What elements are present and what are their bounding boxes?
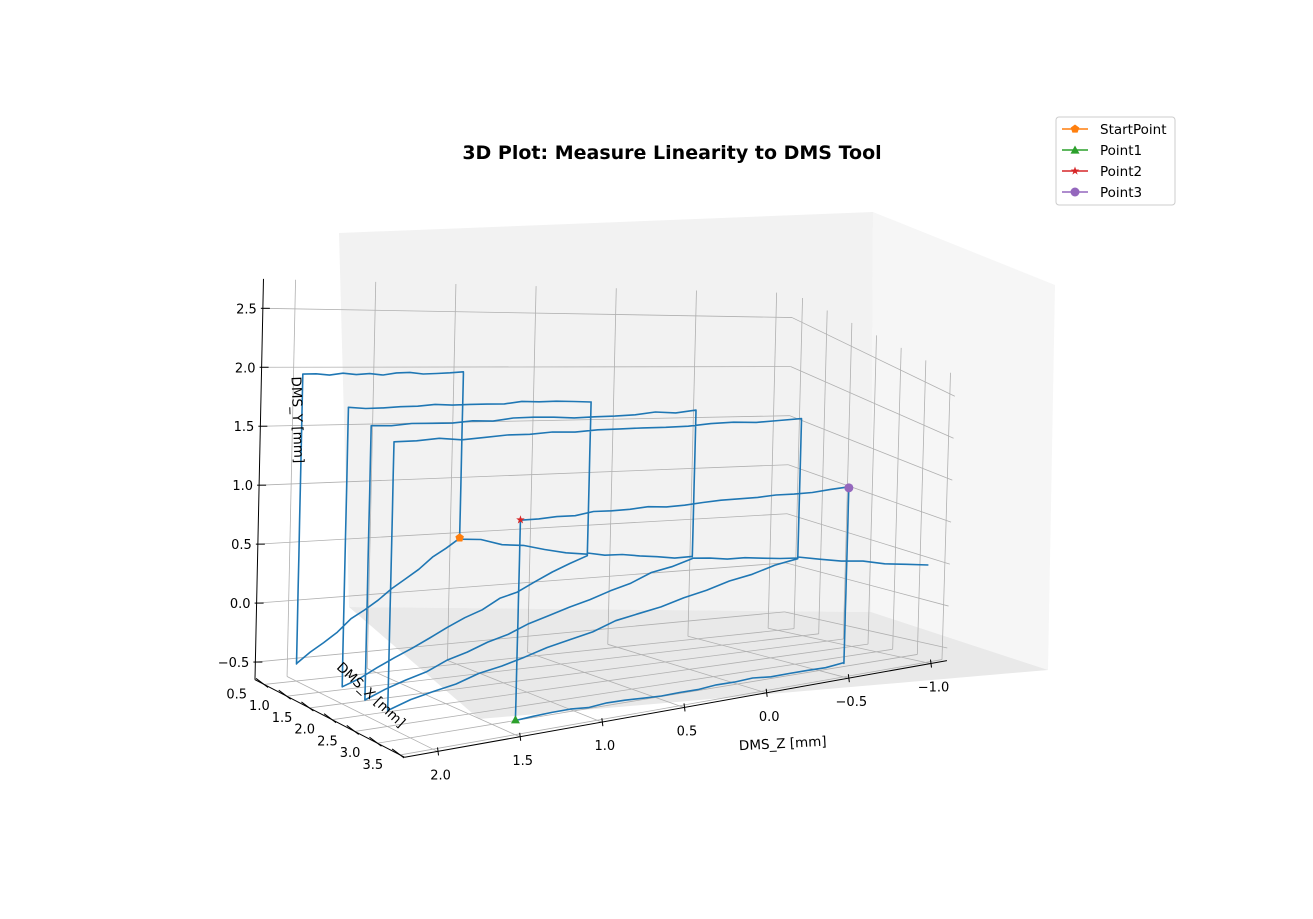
grid-line bbox=[818, 310, 828, 634]
grid-line bbox=[768, 627, 931, 664]
x-tick bbox=[323, 713, 337, 724]
grid-line bbox=[261, 366, 791, 368]
x-tick-label: 0.5 bbox=[226, 687, 247, 702]
legend-marker bbox=[1070, 166, 1080, 175]
y-tick-label: 1.5 bbox=[234, 420, 255, 435]
grid-line bbox=[309, 638, 844, 709]
grid-line bbox=[785, 562, 949, 607]
y-tick-label: −0.5 bbox=[218, 656, 250, 671]
grid-line bbox=[286, 633, 819, 697]
x-tick bbox=[301, 701, 314, 712]
x-tick bbox=[255, 678, 269, 688]
grid-line bbox=[789, 415, 953, 481]
side-pane bbox=[871, 212, 1055, 670]
x-tick-label: 2.5 bbox=[317, 734, 338, 749]
grid-line bbox=[447, 283, 457, 661]
legend-label: Point3 bbox=[1100, 185, 1142, 201]
marker-point2 bbox=[516, 515, 525, 524]
grid-line bbox=[527, 286, 537, 653]
z-tick bbox=[601, 718, 604, 727]
grid-line bbox=[767, 292, 778, 629]
z-axis-line bbox=[404, 660, 948, 758]
y-axis-line bbox=[254, 278, 264, 680]
grid-line bbox=[867, 335, 877, 645]
grid-line bbox=[687, 290, 697, 637]
grid-line bbox=[793, 298, 803, 629]
legend-label: StartPoint bbox=[1100, 122, 1167, 138]
grid-line bbox=[366, 281, 377, 669]
z-tick bbox=[437, 747, 440, 756]
z-tick bbox=[519, 732, 522, 741]
grid-line bbox=[262, 307, 793, 318]
grid-line bbox=[447, 660, 603, 723]
z-tick bbox=[765, 688, 768, 697]
legend-marker bbox=[1070, 124, 1080, 133]
z-tick-label: −0.5 bbox=[836, 695, 868, 710]
legend: StartPoint Point1 Point2 Point3 bbox=[1055, 116, 1176, 206]
grid-line bbox=[790, 366, 954, 439]
y-tick-label: 0.5 bbox=[231, 538, 252, 553]
grid-line bbox=[377, 654, 918, 744]
back-pane bbox=[339, 212, 873, 612]
grid-line bbox=[786, 513, 950, 565]
z-tick-label: 0.0 bbox=[759, 710, 780, 725]
z-tick-label: 0.5 bbox=[677, 724, 698, 739]
grid-line bbox=[791, 317, 955, 397]
z-tick-label: −1.0 bbox=[918, 681, 950, 696]
grid-line bbox=[332, 643, 869, 721]
z-tick bbox=[683, 703, 686, 712]
z-tick bbox=[929, 659, 932, 668]
legend-label: Point2 bbox=[1100, 164, 1142, 180]
grid-line bbox=[367, 668, 520, 738]
grid-line bbox=[842, 322, 853, 639]
marker-point1 bbox=[510, 715, 520, 724]
chart-title: 3D Plot: Measure Linearity to DMS Tool bbox=[462, 142, 881, 164]
grid-line bbox=[687, 635, 849, 679]
grid-line bbox=[264, 628, 795, 685]
legend-marker bbox=[1070, 145, 1080, 154]
grid-line bbox=[788, 464, 952, 523]
axes bbox=[253, 278, 948, 759]
grid-line bbox=[400, 659, 943, 756]
x-tick-label: 1.5 bbox=[272, 711, 293, 726]
x-tick bbox=[278, 689, 292, 700]
x-tick-label: 2.0 bbox=[294, 723, 315, 738]
grid-line bbox=[607, 643, 767, 694]
tick-labels: −0.50.00.51.01.52.02.50.51.01.52.02.53.0… bbox=[218, 302, 950, 783]
z-axis-label: DMS_Z [mm] bbox=[739, 734, 827, 755]
legend-marker bbox=[1070, 187, 1080, 197]
x-tick bbox=[369, 736, 382, 747]
data-markers bbox=[455, 483, 854, 724]
y-tick-label: 2.5 bbox=[236, 302, 257, 317]
z-tick-label: 2.0 bbox=[430, 768, 451, 783]
grid-line bbox=[941, 372, 951, 660]
grid-line bbox=[607, 288, 617, 645]
y-tick-label: 2.0 bbox=[235, 361, 256, 376]
marker-point3 bbox=[844, 483, 854, 493]
z-tick-label: 1.5 bbox=[512, 754, 533, 769]
legend-label: Point1 bbox=[1100, 143, 1142, 159]
x-tick bbox=[346, 725, 360, 735]
y-axis-label: DMS_Y [mm] bbox=[287, 376, 306, 463]
grid-line bbox=[527, 651, 685, 708]
grid-line bbox=[892, 347, 902, 650]
marker-startpoint bbox=[455, 533, 464, 542]
y-tick-label: 1.0 bbox=[232, 479, 253, 494]
y-tick-label: 0.0 bbox=[230, 597, 251, 612]
x-tick-label: 3.5 bbox=[362, 758, 383, 773]
measurement-path bbox=[295, 371, 929, 712]
grid-lines bbox=[255, 279, 955, 756]
z-tick bbox=[847, 674, 850, 683]
legend-box bbox=[1055, 116, 1176, 206]
grid-line bbox=[286, 279, 296, 677]
grid-line bbox=[286, 676, 438, 752]
x-tick-label: 1.0 bbox=[249, 699, 270, 714]
grid-line bbox=[784, 611, 948, 649]
grid-line bbox=[916, 360, 927, 655]
grid-line bbox=[354, 648, 893, 732]
x-tick-label: 3.0 bbox=[340, 746, 361, 761]
x-tick bbox=[391, 748, 405, 759]
z-tick-label: 1.0 bbox=[595, 739, 616, 754]
